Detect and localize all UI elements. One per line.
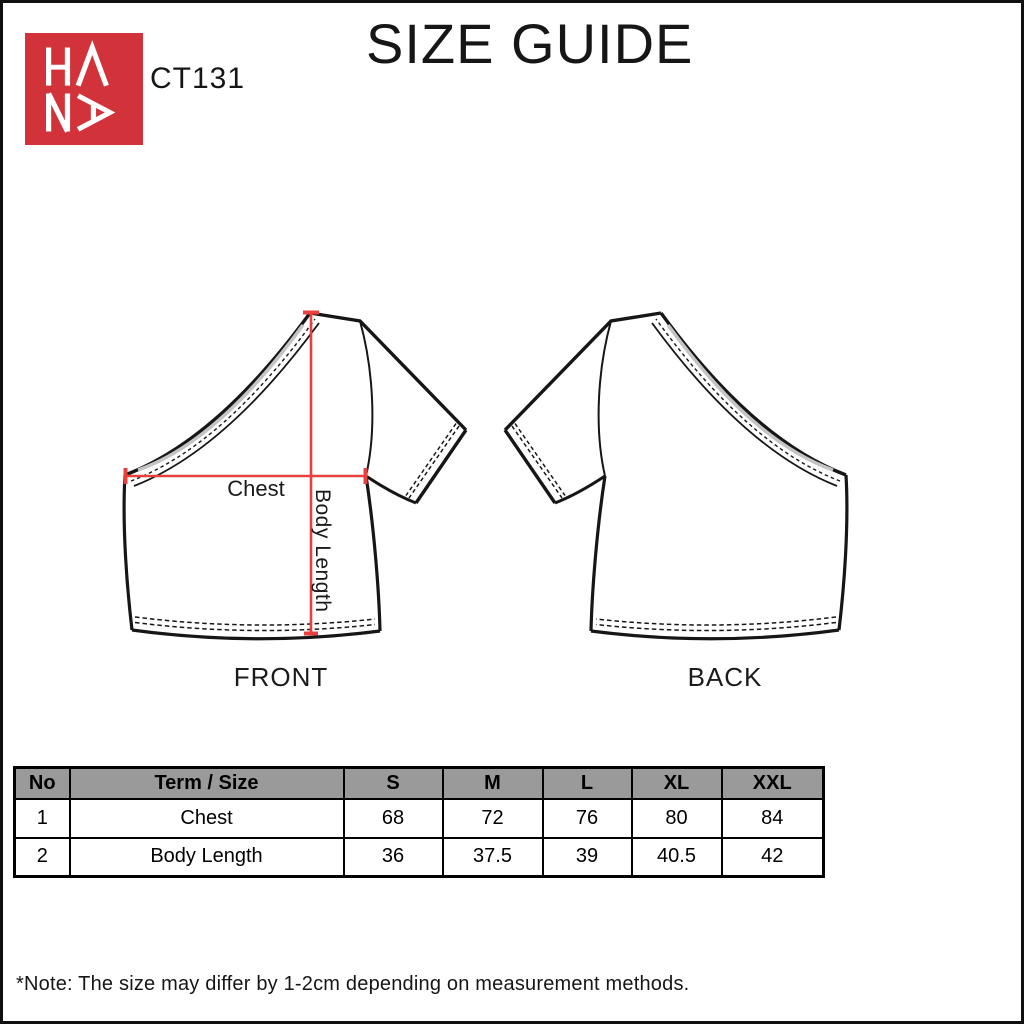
col-header-s: S xyxy=(342,766,444,800)
row-term: Body Length xyxy=(68,836,345,878)
back-view-label: BACK xyxy=(687,662,763,692)
col-header-no: No xyxy=(13,766,71,800)
chest-m: 72 xyxy=(441,797,544,839)
col-header-term-size: Term / Size xyxy=(68,766,345,800)
col-header-m: M xyxy=(441,766,544,800)
size-table: No Term / Size S M L XL XXL 1 Chest 68 7… xyxy=(13,766,825,878)
product-code: CT131 xyxy=(150,62,246,95)
body-length-s: 36 xyxy=(342,836,444,878)
body-length-l: 39 xyxy=(541,836,633,878)
row-no: 2 xyxy=(13,836,71,878)
chest-l: 76 xyxy=(541,797,633,839)
body-length-xl: 40.5 xyxy=(630,836,723,878)
garment-front-drawing xyxy=(122,310,468,641)
row-term: Chest xyxy=(68,797,345,839)
chest-s: 68 xyxy=(342,797,444,839)
size-table-header-row: No Term / Size S M L XL XXL xyxy=(13,766,825,800)
body-length-xxl: 42 xyxy=(720,836,825,878)
body-length-m: 37.5 xyxy=(441,836,544,878)
col-header-xl: XL xyxy=(630,766,723,800)
page-title: SIZE GUIDE xyxy=(366,12,694,75)
row-no: 1 xyxy=(13,797,71,839)
col-header-l: L xyxy=(541,766,633,800)
measurement-lines xyxy=(123,310,368,636)
body-length-measure-label: Body Length xyxy=(311,489,334,613)
table-row-body-length: 2 Body Length 36 37.5 39 40.5 42 xyxy=(13,836,825,878)
garment-back-drawing xyxy=(503,311,849,641)
chest-measure-label: Chest xyxy=(227,476,285,501)
front-view-label: FRONT xyxy=(233,662,329,692)
table-row-chest: 1 Chest 68 72 76 80 84 xyxy=(13,797,825,839)
chest-xxl: 84 xyxy=(720,797,825,839)
col-header-xxl: XXL xyxy=(720,766,825,800)
size-note: *Note: The size may differ by 1-2cm depe… xyxy=(16,973,690,995)
hana-logo-icon xyxy=(25,33,143,145)
chest-xl: 80 xyxy=(630,797,723,839)
